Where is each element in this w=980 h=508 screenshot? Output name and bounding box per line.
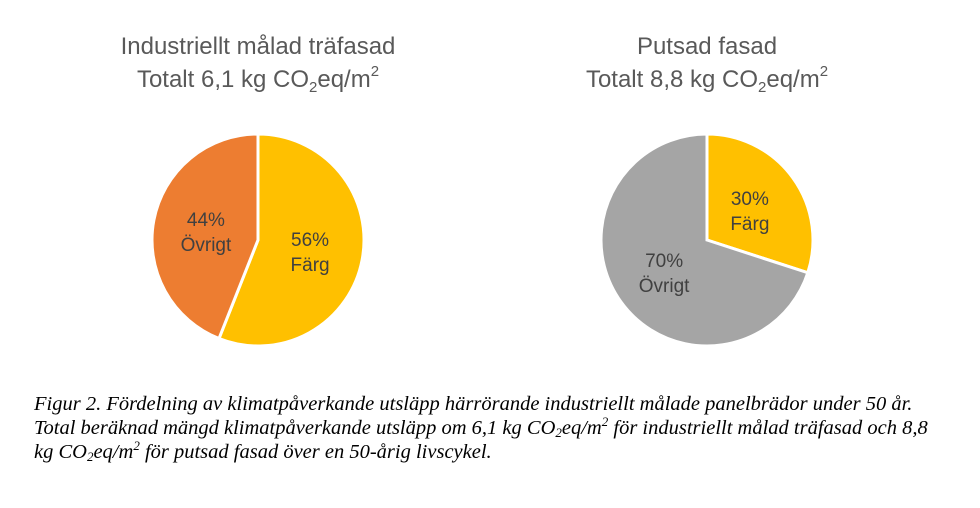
figure-caption: Figur 2. Fördelning av klimatpåverkande …: [34, 392, 949, 464]
subtitle-superscript: 2: [819, 63, 829, 80]
subtitle-unit: eq/m: [317, 66, 371, 93]
slice-category-label: Färg: [291, 255, 330, 276]
chart-title-text: Industriellt målad träfasad: [120, 33, 396, 60]
subtitle-superscript: 2: [370, 63, 380, 80]
slice-percent-label: 30%: [731, 189, 769, 210]
slice-percent-label: 70%: [645, 251, 683, 272]
caption-text: eq/m: [561, 417, 602, 439]
slice-category-label: Övrigt: [639, 276, 690, 297]
caption-text: Figur 2. Fördelning av klimatpåverkande …: [34, 393, 913, 439]
subtitle-subscript: 2: [758, 79, 767, 96]
slice-category-label: Övrigt: [181, 235, 232, 256]
slice-percent-label: 44%: [187, 210, 225, 231]
caption-text: för putsad fasad över en 50-årig livscyk…: [139, 441, 492, 463]
caption-subscript: 2: [86, 449, 94, 464]
pie-slice-f-rg: [705, 132, 815, 275]
chart-title-right: Putsad fasad Totalt 8,8 kg CO2eq/m2: [497, 30, 917, 96]
subtitle-unit: eq/m: [766, 66, 820, 93]
caption-subscript: 2: [555, 425, 562, 440]
pie-slice--vrigt: [150, 132, 260, 341]
pie-slice--vrigt: [599, 132, 810, 348]
chart-title-left: Industriellt målad träfasad Totalt 6,1 k…: [48, 30, 468, 96]
subtitle-prefix: Totalt 6,1 kg CO: [136, 66, 310, 93]
slice-category-label: Färg: [730, 214, 769, 235]
caption-superscript: 2: [133, 438, 140, 453]
slice-percent-label: 56%: [291, 230, 329, 251]
chart-subtitle: Totalt 6,1 kg CO2eq/m2: [48, 63, 468, 96]
caption-text: för industriellt målad träfasad och 8,8 …: [34, 417, 928, 463]
caption-text: eq/m: [93, 441, 134, 463]
subtitle-prefix: Totalt 8,8 kg CO: [585, 66, 759, 93]
pie-chart-right: 30% Färg 70% Övrigt: [599, 132, 815, 348]
subtitle-subscript: 2: [309, 79, 318, 96]
pie-slice-f-rg: [217, 132, 366, 348]
caption-superscript: 2: [601, 414, 609, 429]
chart-subtitle: Totalt 8,8 kg CO2eq/m2: [497, 63, 917, 96]
pie-chart-left: 56% Färg 44% Övrigt: [150, 132, 366, 348]
chart-title-text: Putsad fasad: [636, 33, 778, 60]
